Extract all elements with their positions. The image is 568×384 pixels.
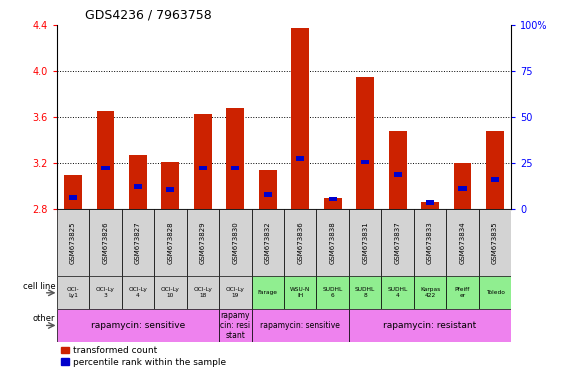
Text: GSM673829: GSM673829 — [200, 222, 206, 264]
Bar — [284, 209, 316, 276]
Bar — [284, 276, 316, 309]
Text: GSM673832: GSM673832 — [265, 222, 271, 264]
Text: OCI-Ly
3: OCI-Ly 3 — [96, 287, 115, 298]
Text: Farage: Farage — [258, 290, 278, 295]
Text: Pfeiff
er: Pfeiff er — [455, 287, 470, 298]
Text: GSM673830: GSM673830 — [232, 222, 239, 264]
Bar — [421, 202, 439, 209]
Bar — [122, 209, 154, 276]
Bar — [57, 309, 219, 342]
Bar — [154, 276, 187, 309]
Bar — [296, 156, 304, 161]
Bar — [64, 175, 82, 209]
Bar — [57, 276, 89, 309]
Text: OCI-Ly
19: OCI-Ly 19 — [226, 287, 245, 298]
Bar — [154, 209, 187, 276]
Bar — [227, 108, 244, 209]
Bar — [161, 162, 179, 209]
Bar — [219, 309, 252, 342]
Text: OCI-
Ly1: OCI- Ly1 — [66, 287, 80, 298]
Bar — [381, 276, 414, 309]
Text: GSM673833: GSM673833 — [427, 222, 433, 264]
Text: cell line: cell line — [23, 282, 55, 291]
Bar — [129, 155, 147, 209]
Bar — [57, 209, 89, 276]
Text: GSM673825: GSM673825 — [70, 222, 76, 264]
Text: GSM673834: GSM673834 — [460, 222, 466, 264]
Bar — [252, 309, 349, 342]
Bar — [479, 276, 511, 309]
Text: OCI-Ly
4: OCI-Ly 4 — [128, 287, 147, 298]
Bar — [89, 209, 122, 276]
Bar — [446, 276, 479, 309]
Text: GSM673826: GSM673826 — [102, 222, 108, 264]
Bar — [389, 131, 407, 209]
Bar — [264, 192, 272, 197]
Bar — [102, 166, 110, 170]
Bar — [491, 177, 499, 182]
Text: rapamycin: resistant: rapamycin: resistant — [383, 321, 477, 330]
Text: GSM673837: GSM673837 — [395, 222, 400, 264]
Text: GSM673836: GSM673836 — [297, 222, 303, 264]
Text: GSM673827: GSM673827 — [135, 222, 141, 264]
Bar — [219, 209, 252, 276]
Text: GDS4236 / 7963758: GDS4236 / 7963758 — [85, 8, 212, 21]
Bar — [194, 114, 212, 209]
Bar — [414, 209, 446, 276]
Text: SUDHL
8: SUDHL 8 — [355, 287, 375, 298]
Text: WSU-N
IH: WSU-N IH — [290, 287, 311, 298]
Bar — [414, 276, 446, 309]
Text: GSM673828: GSM673828 — [168, 222, 173, 264]
Text: GSM673835: GSM673835 — [492, 222, 498, 264]
Text: other: other — [33, 314, 55, 323]
Text: OCI-Ly
18: OCI-Ly 18 — [194, 287, 212, 298]
Bar — [122, 276, 154, 309]
Bar — [349, 209, 381, 276]
Bar — [259, 170, 277, 209]
Bar — [324, 198, 341, 209]
Bar — [349, 309, 511, 342]
Text: Karpas
422: Karpas 422 — [420, 287, 440, 298]
Bar — [89, 276, 122, 309]
Bar — [454, 163, 471, 209]
Bar — [231, 166, 239, 170]
Text: GSM673838: GSM673838 — [329, 222, 336, 264]
Bar — [166, 187, 174, 192]
Bar — [394, 172, 402, 177]
Text: OCI-Ly
10: OCI-Ly 10 — [161, 287, 180, 298]
Bar — [187, 209, 219, 276]
Text: rapamycin: sensitive: rapamycin: sensitive — [260, 321, 340, 330]
Bar — [356, 77, 374, 209]
Text: rapamycin: sensitive: rapamycin: sensitive — [91, 321, 185, 330]
Bar — [479, 209, 511, 276]
Bar — [446, 209, 479, 276]
Text: SUDHL
4: SUDHL 4 — [387, 287, 408, 298]
Bar — [187, 276, 219, 309]
Text: SUDHL
6: SUDHL 6 — [323, 287, 343, 298]
Bar — [349, 276, 381, 309]
Text: GSM673831: GSM673831 — [362, 222, 368, 264]
Bar — [361, 160, 369, 164]
Bar — [69, 195, 77, 200]
Bar — [219, 276, 252, 309]
Bar — [458, 186, 466, 191]
Bar — [252, 276, 284, 309]
Text: rapamy
cin: resi
stant: rapamy cin: resi stant — [220, 311, 250, 340]
Bar — [381, 209, 414, 276]
Bar — [97, 111, 114, 209]
Bar — [291, 28, 309, 209]
Bar — [426, 200, 434, 205]
Bar — [316, 209, 349, 276]
Bar — [486, 131, 504, 209]
Bar — [252, 209, 284, 276]
Bar — [134, 184, 142, 189]
Bar — [329, 197, 337, 201]
Bar — [316, 276, 349, 309]
Legend: transformed count, percentile rank within the sample: transformed count, percentile rank withi… — [61, 346, 226, 367]
Bar — [199, 166, 207, 170]
Text: Toledo: Toledo — [486, 290, 504, 295]
